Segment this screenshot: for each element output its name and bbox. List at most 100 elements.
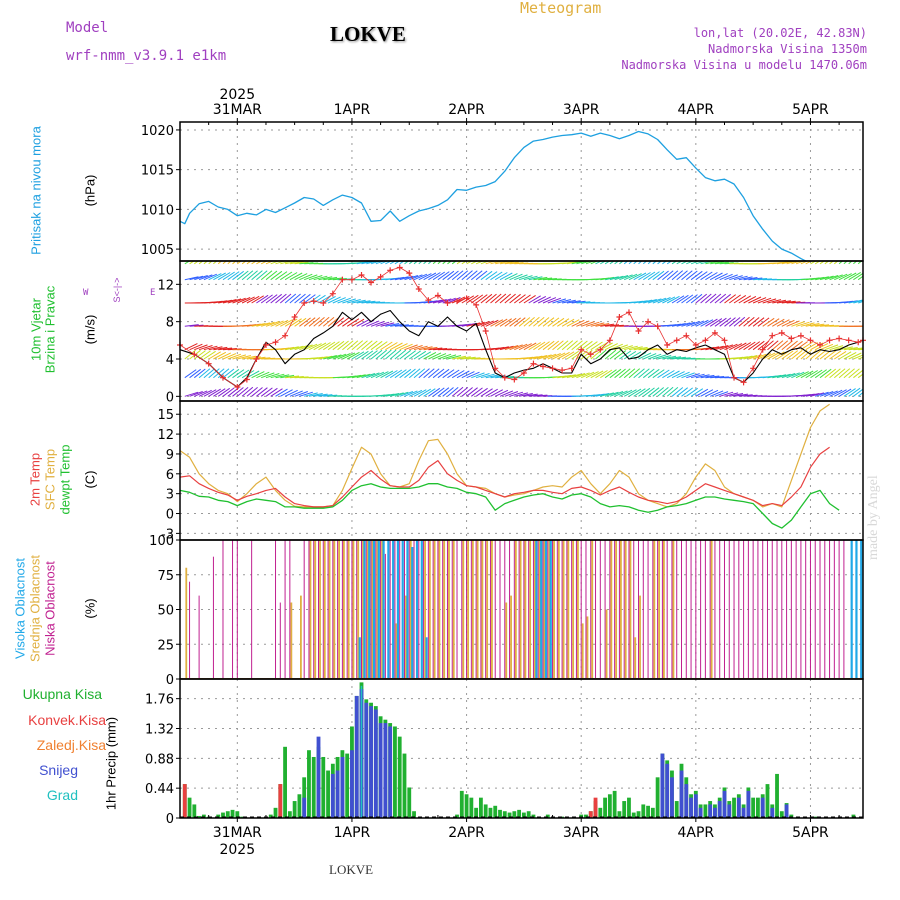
wind-barb xyxy=(490,271,503,281)
wind-barb xyxy=(805,323,820,327)
wind-barb xyxy=(323,341,336,351)
wind-barb xyxy=(280,261,294,265)
wind-barb xyxy=(261,321,275,327)
total-precip-bar xyxy=(402,753,407,818)
wind-barb xyxy=(265,373,280,379)
wind-barb xyxy=(666,261,673,265)
y-tick-label: 1005 xyxy=(141,243,174,258)
wind-barb xyxy=(418,261,423,265)
wind-barb xyxy=(232,387,244,397)
wind-barb xyxy=(738,316,750,327)
wind-barb xyxy=(538,354,552,360)
wind-barb xyxy=(767,299,782,304)
total-precip-bar xyxy=(498,809,502,818)
wind-barb xyxy=(862,377,863,378)
y-tick-label: 0 xyxy=(166,812,174,827)
total-precip-bar xyxy=(646,805,650,818)
wind-barb xyxy=(318,276,333,281)
wind-barb xyxy=(528,276,543,281)
wind-barb xyxy=(432,368,445,379)
wind-barb xyxy=(681,387,694,397)
wind-barb xyxy=(571,373,586,379)
compass-west: W xyxy=(83,288,89,298)
wind-barb xyxy=(700,374,715,379)
snow-bar xyxy=(689,797,693,818)
wind-barb xyxy=(786,320,800,327)
wind-barb xyxy=(499,293,512,304)
wind-barb xyxy=(461,356,476,360)
wind-barb xyxy=(237,261,242,265)
total-precip-bar xyxy=(507,812,512,818)
wind-barb xyxy=(810,342,824,351)
wind-barb xyxy=(776,300,791,304)
total-precip-bar xyxy=(526,811,531,818)
wind-barb xyxy=(800,349,812,360)
wind-barb xyxy=(638,299,653,304)
coordinates-text: lon,lat (20.02E, 42.83N) xyxy=(693,26,867,40)
wind-barb xyxy=(700,389,714,397)
wind-barb xyxy=(442,369,455,379)
wind-barb xyxy=(557,299,572,304)
total-precip-bar xyxy=(488,807,493,818)
wind-barb xyxy=(313,342,327,351)
snow-bar xyxy=(660,753,665,818)
wind-barb xyxy=(499,318,512,327)
wind-barb xyxy=(409,389,423,397)
wind-barb xyxy=(280,374,295,379)
wind-barb xyxy=(810,369,823,379)
wind-barb xyxy=(485,388,498,397)
wind-barb xyxy=(595,370,608,379)
snow-bar xyxy=(388,726,393,818)
wind-barb xyxy=(862,349,863,350)
wind-barb xyxy=(346,340,359,351)
wind-barb xyxy=(394,261,401,265)
snow-bar xyxy=(354,695,359,818)
wind-barb xyxy=(561,374,576,379)
wind-barb xyxy=(642,387,655,397)
wind-barb xyxy=(772,299,787,304)
wind-barb xyxy=(256,322,271,327)
wind-barb xyxy=(819,261,826,265)
wind-barb xyxy=(623,261,629,265)
wind-barb xyxy=(327,354,342,360)
wind-barb xyxy=(461,387,473,397)
wind-barb xyxy=(256,294,269,304)
wind-barb xyxy=(719,273,733,281)
wind-barb xyxy=(724,274,738,281)
wind-barb xyxy=(609,275,624,281)
wind-barb xyxy=(719,391,734,397)
wind-barb xyxy=(437,387,450,397)
total-precip-bar xyxy=(775,773,779,818)
wind-barb xyxy=(236,387,249,397)
wind-barb xyxy=(409,350,421,360)
wind-barb xyxy=(595,393,610,397)
wind-barb xyxy=(413,261,419,265)
wind-barb xyxy=(275,293,287,304)
panel-frame xyxy=(179,400,864,541)
wind-barb xyxy=(490,293,502,304)
snow-bar xyxy=(330,773,335,818)
wind-barb xyxy=(213,346,228,351)
wind-barb xyxy=(643,271,656,281)
wind-barb xyxy=(509,273,523,281)
wind-barb xyxy=(461,371,475,379)
wind-barb xyxy=(776,340,789,351)
wind-barb xyxy=(260,270,273,281)
bottom-day-label: 31MAR xyxy=(213,825,262,841)
wind-barb xyxy=(638,272,651,281)
wind-barb xyxy=(189,343,203,351)
wind-barb xyxy=(189,275,204,281)
wind-barb xyxy=(604,276,619,281)
wind-barb xyxy=(776,350,789,360)
wind-barb xyxy=(600,392,615,397)
wind-barb xyxy=(198,350,211,360)
bottom-day-label: 5APR xyxy=(792,825,829,841)
wind-barb xyxy=(628,368,641,379)
wind-barb xyxy=(456,370,470,379)
wind-barb xyxy=(819,275,834,281)
wind-barb xyxy=(657,270,669,281)
wind-barb xyxy=(619,389,633,397)
wind-barb xyxy=(399,275,414,281)
wind-barb xyxy=(838,273,852,281)
wind-barb xyxy=(528,342,541,351)
